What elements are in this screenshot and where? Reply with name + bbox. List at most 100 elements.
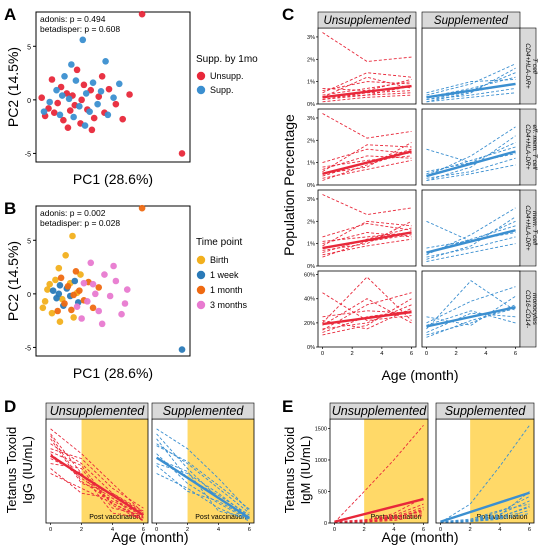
panel-c-r2-c0-subject-line-3: [322, 223, 412, 238]
panel-e-c0-trend-line: [334, 497, 424, 523]
panel-c-r1-c0-trend-line: [322, 150, 412, 175]
panel-a-point-0-26: [38, 94, 46, 102]
panel-b-point-0-8: [70, 314, 77, 321]
panel-c-r0-c1-trend-line: [426, 82, 516, 99]
panel-e-ylabel-line1: Tetanus Toxoid: [282, 427, 297, 514]
panel-a-point-1-4: [65, 95, 73, 103]
panel-c-r3-c1-row-strip: [519, 270, 537, 348]
panel-c-r2-c0-ytick-label-0: 0%: [307, 264, 315, 270]
panel-a-point-0-19: [112, 100, 120, 108]
panel-a-point-0-15: [90, 114, 98, 122]
panel-c-r2-c0-ytick-label-1: 1%: [307, 242, 315, 248]
panel-a-ytick-label-1: 0: [27, 98, 31, 105]
panel-b-point-0-0: [39, 304, 47, 312]
panel-d-c0-xtick-label-1: 2: [80, 527, 83, 533]
panel-e-c0-strip: [329, 402, 429, 420]
panel-b-point-3-11: [110, 262, 117, 270]
panel-c-r0-c1-subject-line-0: [426, 67, 516, 103]
panel-a-point-0-21: [126, 91, 133, 98]
panel-d-c1-strip-label: Supplemented: [163, 404, 245, 418]
panel-a-point-0-20: [119, 115, 126, 123]
panel-e-c0-vaccination-region: [364, 419, 428, 523]
panel-c-r2-c0-bg: [318, 190, 416, 266]
panel-a-points: [38, 10, 186, 157]
panel-c: Unsupplemented 0% 1% 2% 3% Supplemented CD4+HL…: [281, 11, 538, 383]
panel-a-point-1-14: [104, 111, 112, 119]
panel-c-r2-c0-trend-line: [322, 231, 412, 250]
panel-a-point-1-1: [53, 86, 60, 94]
panel-b-point-3-3: [95, 307, 103, 315]
panel-d-c1-subject-line-8: [156, 445, 250, 510]
panel-e-c0-subject-line-7: [334, 425, 424, 523]
panel-d-c1-xtick-label-1: 2: [186, 527, 189, 533]
panel-b-point-0-1: [44, 286, 51, 293]
panel-d-c1-trend-line: [155, 456, 251, 520]
panel-a-point-0-16: [95, 93, 103, 100]
panel-c-r3-c1-subject-line-0: [426, 304, 516, 336]
panel-e-c0-ytick-label-1: 500: [318, 489, 327, 495]
panel-d-c0-subject-line-6: [50, 438, 144, 512]
panel-b-point-3-15: [80, 279, 88, 287]
panel-c-xlabel: Age (month): [381, 367, 458, 383]
panel-d-c1-xtick-label-3: 6: [248, 527, 251, 533]
panel-e-c0-subject-line-3: [334, 506, 424, 523]
panel-b-point-3-9: [87, 259, 95, 267]
panel-c-r3-c1-xtick-label-2: 4: [484, 351, 488, 357]
panel-c-r0-c0-subject-line-1: [322, 81, 412, 96]
panel-b-xlabel: PC1 (28.6%): [73, 365, 153, 381]
panel-c-r0-c1-subject-line-7: [426, 78, 516, 94]
panel-d-ylabel-line1: Tetanus Toxoid: [4, 427, 19, 514]
panel-a-point-1-7: [76, 102, 83, 110]
panel-d-c0-xtick-label-0: 0: [49, 527, 52, 533]
panel-a-point-0-24: [78, 96, 85, 104]
panel-c-r0-c0-strip-label: Unsupplemented: [324, 15, 412, 27]
panel-b-legend-dot-0: [196, 255, 206, 265]
panel-c-r3-c0-subject-line-1: [322, 276, 412, 324]
panel-c-r3-c1-xtick-label-0: 0: [425, 351, 428, 357]
panel-e-c0-ytick-label-0: 0: [324, 521, 327, 527]
panel-b-point-1-9: [178, 346, 186, 353]
panel-a-point-0-18: [105, 85, 113, 93]
panel-a-legend-label-supp: Supp.: [210, 85, 234, 95]
panel-b-point-1-8: [55, 290, 63, 298]
panel-c-r2-c0-subject-line-5: [322, 194, 412, 216]
panel-c-r3-c1-subject-line-3: [426, 312, 516, 333]
panel-a-point-1-9: [82, 90, 90, 97]
panel-e-c1-subject-line-8: [440, 505, 530, 523]
panel-a-point-1-18: [68, 61, 75, 68]
panel-c-r2-c0-ytick-label-3: 3%: [307, 197, 315, 203]
panel-e-c0-subject-line-8: [334, 508, 424, 523]
panel-b-ytick-label-1: 0: [27, 292, 31, 299]
panel-a: -5 0 5 adonis: p = 0.494 betadisper: p = 0…: [5, 10, 258, 187]
panel-d-c0-xtick-label-2: 4: [111, 527, 115, 533]
panel-b-legend-dot-2: [196, 285, 206, 295]
panel-c-r2-c0-ytick-label-2: 2%: [307, 219, 315, 225]
panel-c-r3-c1-row-strip-label-0: CD16-CD14-: [524, 290, 531, 329]
panel-e-c0-xtick-label-1: 2: [363, 527, 366, 533]
panel-b-annotation-adonis: adonis: p = 0.002: [40, 208, 106, 218]
panel-c-r1-c0-subject-line-2: [322, 142, 412, 175]
panel-a-point-0-27: [88, 126, 96, 134]
panel-c-r2-c1-bg: [422, 190, 520, 266]
panel-c-r3-c0-ytick-label-1: 20%: [304, 321, 315, 327]
panel-c-r3-c1-subject-line-5: [426, 307, 516, 338]
panel-b-point-0-3: [52, 276, 59, 284]
panel-a-point-1-13: [97, 87, 105, 95]
panel-c-r3-c0-ytick-label-0: 0%: [307, 345, 315, 351]
panel-b-legend-dot-3: [196, 300, 206, 310]
panel-d-c1-xtick-label-2: 4: [217, 527, 221, 533]
panel-b-point-0-2: [48, 309, 56, 317]
panel-a-point-0-2: [50, 109, 58, 117]
panel-e-c1-strip: [435, 402, 535, 420]
panel-d-c0-xtick-label-3: 6: [142, 527, 145, 533]
panel-b-point-3-2: [89, 280, 97, 288]
panel-a-point-0-12: [80, 81, 88, 89]
panel-e-grid: Post vaccinationUnsupplemented0500100015…: [315, 402, 535, 533]
panel-d-ylabel-line2: IgG (IU/mL): [20, 436, 35, 504]
panel-b-legend-title: Time point: [196, 237, 243, 248]
panel-c-r1-c0-subject-line-6: [322, 144, 412, 172]
panel-b-point-1-6: [71, 277, 79, 285]
panel-c-r1-c1-subject-line-6: [426, 164, 516, 181]
panel-b-point-0-12: [46, 280, 53, 288]
